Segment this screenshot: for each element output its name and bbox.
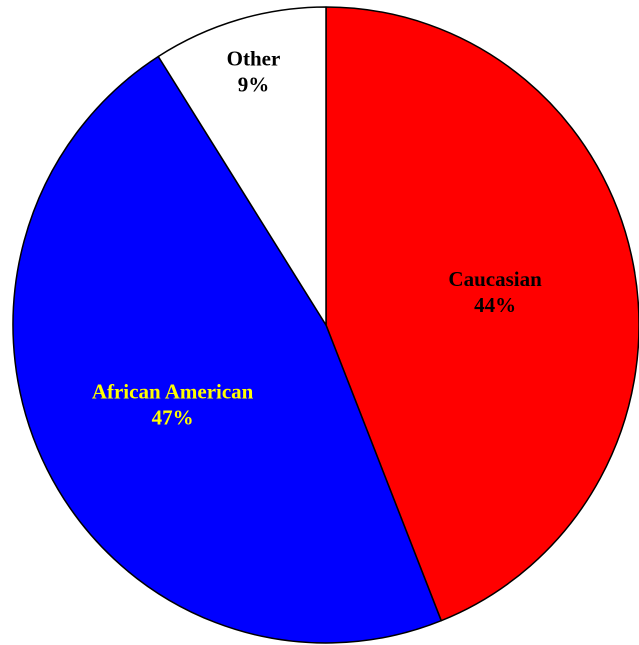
pie-slice-african-american	[12, 55, 442, 644]
slice-label-value: 44%	[474, 293, 516, 317]
pie-slice-other	[157, 6, 327, 326]
slice-label-name: Caucasian	[448, 267, 542, 291]
pie-slice-caucasian	[325, 6, 639, 622]
slice-label-value: 9%	[238, 73, 270, 97]
slice-label-value: 47%	[152, 405, 194, 429]
slice-label-name: Other	[227, 47, 281, 71]
pie-slices	[12, 6, 639, 644]
slice-label-name: African American	[92, 379, 254, 403]
